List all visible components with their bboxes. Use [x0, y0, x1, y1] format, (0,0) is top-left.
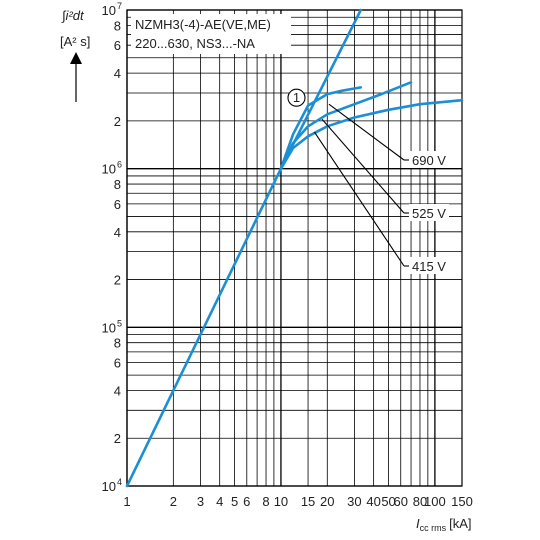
annotation-circle [287, 88, 306, 107]
leader-line [313, 131, 405, 267]
chart-title: NZMH3(-4)-AE(VE,ME) [135, 17, 271, 32]
y-tick-label: 4 [114, 225, 121, 240]
x-axis-label: Icc rms [kA] [416, 516, 472, 533]
y-tick-label: 2 [114, 114, 121, 129]
y-tick-exponent: 7 [117, 1, 122, 11]
x-tick-label: 60 [394, 494, 408, 509]
y-tick-label: 8 [114, 18, 121, 33]
x-tick-label: 4 [216, 494, 223, 509]
x-tick-label: 150 [451, 494, 473, 509]
x-tick-label: 100 [424, 494, 446, 509]
series-label-bg [409, 257, 449, 274]
series-label-bg [409, 204, 449, 221]
series-label: 690 V [412, 153, 446, 168]
y-tick-label: 10 [102, 320, 116, 335]
annotations: 1 [287, 88, 306, 107]
x-tick-label: 30 [347, 494, 361, 509]
y-tick-label: 2 [114, 273, 121, 288]
x-tick-label: 80 [413, 494, 427, 509]
x-tick-label: 2 [170, 494, 177, 509]
y-tick-exponent: 6 [117, 160, 122, 170]
x-tick-label: 50 [381, 494, 395, 509]
x-tick-label: 8 [262, 494, 269, 509]
leader-lines: 690 V 525 V 415 V [313, 103, 449, 274]
x-tick-label: 6 [243, 494, 250, 509]
leader-line [328, 103, 405, 161]
chart-subtitle: 220...630, NS3...-NA [135, 36, 255, 51]
series-line-0 [125, 8, 363, 488]
y-tick-label: 8 [114, 177, 121, 192]
y-axis-arrow [70, 52, 82, 102]
series-layer [125, 8, 464, 488]
series-line-2 [279, 81, 413, 170]
series-label-bg [409, 151, 449, 168]
x-tick-label: 5 [231, 494, 238, 509]
y-tick-label: 2 [114, 431, 121, 446]
x-axis-subscript: cc rms [420, 523, 447, 533]
x-axis-unit: [kA] [449, 516, 471, 531]
y-tick-label: 4 [114, 66, 121, 81]
y-axis-label: ∫i²dt [61, 8, 85, 23]
y-tick-label: 6 [114, 197, 121, 212]
series-line-1 [279, 86, 363, 170]
x-tick-label: 3 [197, 494, 204, 509]
y-tick-label: 4 [114, 383, 121, 398]
y-tick-label: 6 [114, 356, 121, 371]
title-box [131, 14, 291, 54]
y-tick-label: 10 [102, 162, 116, 177]
plot-frame [126, 9, 463, 487]
series-label: 415 V [412, 259, 446, 274]
y-axis-unit: [A² s] [60, 34, 90, 49]
y-tick-label: 8 [114, 336, 121, 351]
x-axis-symbol: I [416, 516, 420, 531]
series-line-3 [279, 98, 464, 170]
x-tick-label: 1 [123, 494, 130, 509]
y-tick-label: 10 [102, 479, 116, 494]
y-tick-label: 6 [114, 38, 121, 53]
x-tick-label: 10 [274, 494, 288, 509]
series-label: 525 V [412, 206, 446, 221]
x-tick-label: 20 [320, 494, 334, 509]
y-tick-exponent: 4 [117, 477, 122, 487]
y-tick-exponent: 5 [117, 318, 122, 328]
leader-line [321, 118, 405, 214]
x-tick-label: 40 [366, 494, 380, 509]
annotation-label: 1 [293, 90, 300, 105]
x-tick-label: 15 [301, 494, 315, 509]
y-tick-label: 10 [102, 3, 116, 18]
